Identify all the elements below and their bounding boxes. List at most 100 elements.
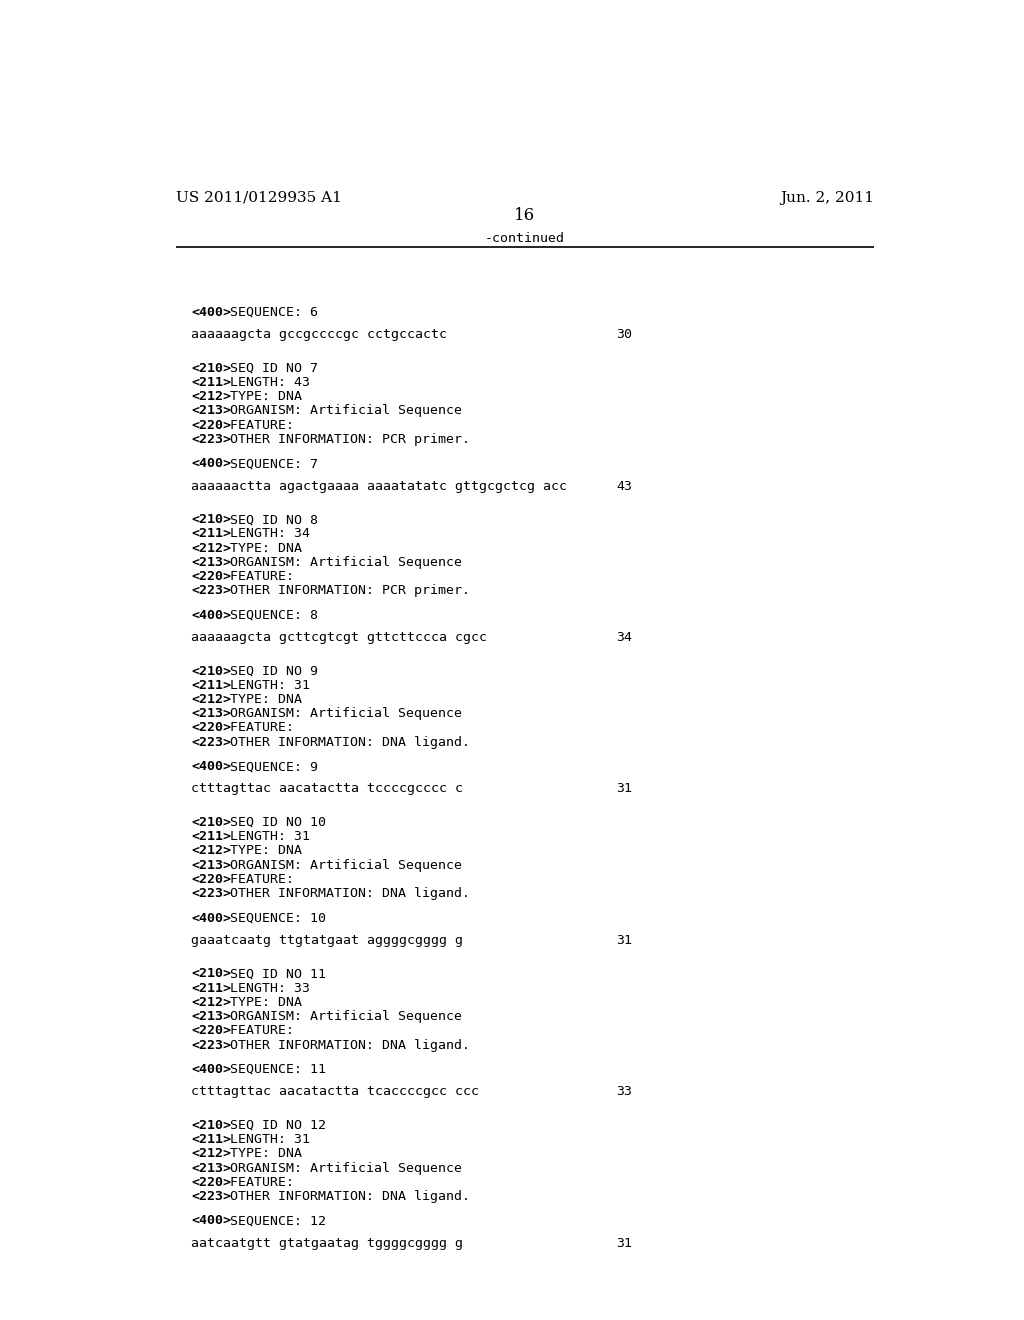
Text: ORGANISM: Artificial Sequence: ORGANISM: Artificial Sequence	[222, 708, 462, 721]
Text: <212>: <212>	[191, 845, 231, 858]
Text: SEQ ID NO 7: SEQ ID NO 7	[222, 362, 318, 375]
Text: <400>: <400>	[191, 912, 231, 924]
Text: aatcaatgtt gtatgaatag tggggcgggg g: aatcaatgtt gtatgaatag tggggcgggg g	[191, 1237, 464, 1250]
Text: OTHER INFORMATION: PCR primer.: OTHER INFORMATION: PCR primer.	[222, 585, 470, 597]
Text: <220>: <220>	[191, 1176, 231, 1189]
Text: <212>: <212>	[191, 693, 231, 706]
Text: <212>: <212>	[191, 541, 231, 554]
Text: <400>: <400>	[191, 306, 231, 318]
Text: <400>: <400>	[191, 609, 231, 622]
Text: <220>: <220>	[191, 570, 231, 583]
Text: <211>: <211>	[191, 376, 231, 389]
Text: <223>: <223>	[191, 1191, 231, 1203]
Text: TYPE: DNA: TYPE: DNA	[222, 693, 302, 706]
Text: TYPE: DNA: TYPE: DNA	[222, 1147, 302, 1160]
Text: <212>: <212>	[191, 391, 231, 403]
Text: SEQ ID NO 12: SEQ ID NO 12	[222, 1119, 327, 1131]
Text: gaaatcaatg ttgtatgaat aggggcgggg g: gaaatcaatg ttgtatgaat aggggcgggg g	[191, 935, 464, 946]
Text: Jun. 2, 2011: Jun. 2, 2011	[780, 191, 873, 205]
Text: <213>: <213>	[191, 859, 231, 871]
Text: ctttagttac aacatactta tcaccccgcc ccc: ctttagttac aacatactta tcaccccgcc ccc	[191, 1085, 479, 1098]
Text: <213>: <213>	[191, 556, 231, 569]
Text: LENGTH: 31: LENGTH: 31	[222, 678, 310, 692]
Text: <213>: <213>	[191, 708, 231, 721]
Text: TYPE: DNA: TYPE: DNA	[222, 541, 302, 554]
Text: SEQUENCE: 11: SEQUENCE: 11	[222, 1063, 327, 1076]
Text: <212>: <212>	[191, 995, 231, 1008]
Text: SEQUENCE: 9: SEQUENCE: 9	[222, 760, 318, 774]
Text: aaaaaactta agactgaaaa aaaatatatc gttgcgctcg acc: aaaaaactta agactgaaaa aaaatatatc gttgcgc…	[191, 479, 567, 492]
Text: FEATURE:: FEATURE:	[222, 418, 294, 432]
Text: OTHER INFORMATION: DNA ligand.: OTHER INFORMATION: DNA ligand.	[222, 887, 470, 900]
Text: 33: 33	[616, 1085, 632, 1098]
Text: ORGANISM: Artificial Sequence: ORGANISM: Artificial Sequence	[222, 1010, 462, 1023]
Text: OTHER INFORMATION: DNA ligand.: OTHER INFORMATION: DNA ligand.	[222, 1039, 470, 1052]
Text: SEQUENCE: 6: SEQUENCE: 6	[222, 306, 318, 318]
Text: 43: 43	[616, 479, 632, 492]
Text: SEQ ID NO 8: SEQ ID NO 8	[222, 513, 318, 527]
Text: TYPE: DNA: TYPE: DNA	[222, 845, 302, 858]
Text: SEQUENCE: 12: SEQUENCE: 12	[222, 1214, 327, 1228]
Text: ORGANISM: Artificial Sequence: ORGANISM: Artificial Sequence	[222, 859, 462, 871]
Text: LENGTH: 34: LENGTH: 34	[222, 528, 310, 540]
Text: <223>: <223>	[191, 735, 231, 748]
Text: OTHER INFORMATION: DNA ligand.: OTHER INFORMATION: DNA ligand.	[222, 735, 470, 748]
Text: ORGANISM: Artificial Sequence: ORGANISM: Artificial Sequence	[222, 1162, 462, 1175]
Text: <220>: <220>	[191, 873, 231, 886]
Text: <213>: <213>	[191, 1162, 231, 1175]
Text: aaaaaagcta gccgccccgc cctgccactc: aaaaaagcta gccgccccgc cctgccactc	[191, 329, 447, 341]
Text: <213>: <213>	[191, 1010, 231, 1023]
Text: TYPE: DNA: TYPE: DNA	[222, 391, 302, 403]
Text: LENGTH: 43: LENGTH: 43	[222, 376, 310, 389]
Text: LENGTH: 31: LENGTH: 31	[222, 830, 310, 843]
Text: <220>: <220>	[191, 1024, 231, 1038]
Text: FEATURE:: FEATURE:	[222, 570, 294, 583]
Text: <220>: <220>	[191, 722, 231, 734]
Text: <212>: <212>	[191, 1147, 231, 1160]
Text: 34: 34	[616, 631, 632, 644]
Text: <400>: <400>	[191, 760, 231, 774]
Text: SEQ ID NO 10: SEQ ID NO 10	[222, 816, 327, 829]
Text: <223>: <223>	[191, 887, 231, 900]
Text: aaaaaagcta gcttcgtcgt gttcttccca cgcc: aaaaaagcta gcttcgtcgt gttcttccca cgcc	[191, 631, 487, 644]
Text: <223>: <223>	[191, 585, 231, 597]
Text: <210>: <210>	[191, 513, 231, 527]
Text: <211>: <211>	[191, 1133, 231, 1146]
Text: -continued: -continued	[484, 231, 565, 244]
Text: 31: 31	[616, 1237, 632, 1250]
Text: <210>: <210>	[191, 816, 231, 829]
Text: OTHER INFORMATION: DNA ligand.: OTHER INFORMATION: DNA ligand.	[222, 1191, 470, 1203]
Text: <211>: <211>	[191, 678, 231, 692]
Text: ORGANISM: Artificial Sequence: ORGANISM: Artificial Sequence	[222, 404, 462, 417]
Text: <210>: <210>	[191, 1119, 231, 1131]
Text: SEQUENCE: 10: SEQUENCE: 10	[222, 912, 327, 924]
Text: LENGTH: 33: LENGTH: 33	[222, 982, 310, 995]
Text: 31: 31	[616, 935, 632, 946]
Text: <400>: <400>	[191, 1214, 231, 1228]
Text: FEATURE:: FEATURE:	[222, 1024, 294, 1038]
Text: <400>: <400>	[191, 457, 231, 470]
Text: <211>: <211>	[191, 830, 231, 843]
Text: SEQ ID NO 9: SEQ ID NO 9	[222, 664, 318, 677]
Text: <400>: <400>	[191, 1063, 231, 1076]
Text: <210>: <210>	[191, 362, 231, 375]
Text: TYPE: DNA: TYPE: DNA	[222, 995, 302, 1008]
Text: SEQUENCE: 8: SEQUENCE: 8	[222, 609, 318, 622]
Text: <210>: <210>	[191, 664, 231, 677]
Text: 16: 16	[514, 207, 536, 224]
Text: <220>: <220>	[191, 418, 231, 432]
Text: OTHER INFORMATION: PCR primer.: OTHER INFORMATION: PCR primer.	[222, 433, 470, 446]
Text: <211>: <211>	[191, 528, 231, 540]
Text: FEATURE:: FEATURE:	[222, 722, 294, 734]
Text: ORGANISM: Artificial Sequence: ORGANISM: Artificial Sequence	[222, 556, 462, 569]
Text: SEQ ID NO 11: SEQ ID NO 11	[222, 968, 327, 981]
Text: <213>: <213>	[191, 404, 231, 417]
Text: ctttagttac aacatactta tccccgcccc c: ctttagttac aacatactta tccccgcccc c	[191, 783, 464, 796]
Text: <211>: <211>	[191, 982, 231, 995]
Text: SEQUENCE: 7: SEQUENCE: 7	[222, 457, 318, 470]
Text: LENGTH: 31: LENGTH: 31	[222, 1133, 310, 1146]
Text: 30: 30	[616, 329, 632, 341]
Text: <223>: <223>	[191, 433, 231, 446]
Text: <210>: <210>	[191, 968, 231, 981]
Text: FEATURE:: FEATURE:	[222, 1176, 294, 1189]
